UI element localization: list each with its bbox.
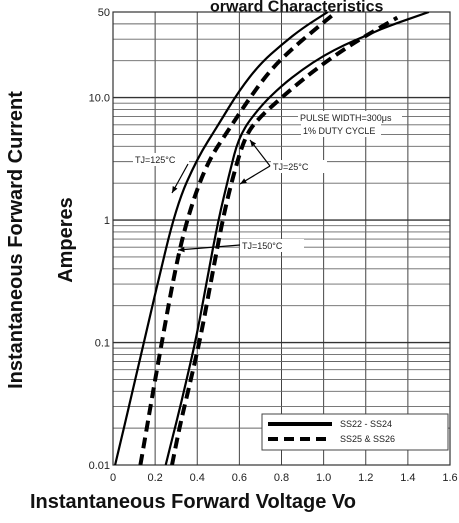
x-tick-label: 0.2: [147, 472, 162, 484]
series-layer: [114, 12, 430, 465]
x-tick-label: 1.2: [358, 472, 373, 484]
x-tick-label: 1.6: [442, 472, 457, 484]
series-line-ss22-24-0: [114, 12, 329, 465]
x-tick-label: 0.8: [274, 472, 289, 484]
y-axis-label-line2: Amperes: [55, 197, 77, 283]
annotation-pulse-width: PULSE WIDTH=300μs: [300, 113, 392, 123]
series-line-ss22-24-2: [164, 12, 430, 465]
x-axis-label: Instantaneous Forward Voltage Vo: [30, 491, 356, 513]
y-tick-label: 0.01: [89, 460, 110, 472]
legend: SS22 - SS24 SS25 & SS26: [261, 413, 449, 451]
plot-frame: [112, 11, 451, 466]
arrow-tj-150: [177, 244, 241, 251]
grid: [113, 12, 450, 465]
x-tick-label: 0.6: [232, 472, 247, 484]
top-title-fragment: orward Characteristics: [210, 0, 384, 15]
annotation-tj-125: TJ=125°C: [135, 155, 176, 165]
annotation-tj-25-bg: [271, 160, 327, 173]
y-tick-label: 0.1: [95, 338, 110, 350]
y-tick-label: 50: [98, 7, 110, 19]
annotation-duty-cycle-bg: [301, 124, 381, 137]
annotation-tj-150: TJ=150°C: [242, 241, 283, 251]
annotation-tj-125-bg: [133, 153, 189, 166]
annotation-duty-cycle: 1% DUTY CYCLE: [303, 126, 375, 136]
series-line-ss25-26-3: [170, 15, 399, 465]
y-tick-label: 1: [104, 215, 110, 227]
x-tick-label: 0: [110, 472, 116, 484]
legend-label: SS25 & SS26: [340, 434, 395, 444]
arrow-tj-125-head: [172, 186, 178, 193]
legend-box: [261, 413, 449, 451]
arrow-tj-25-b-head: [240, 178, 247, 184]
annotation-layer: PULSE WIDTH=300μs 1% DUTY CYCLE TJ=125°C TJ…: [133, 111, 449, 451]
annotation-tj-25: TJ=25°C: [273, 162, 309, 172]
x-tick-label: 1.4: [400, 472, 415, 484]
x-tick-label: 0.4: [190, 472, 205, 484]
annotation-tj-150-bg: [240, 239, 304, 252]
tick-layer: 0 0.2 0.4 0.6 0.8 1.0 1.2 1.4 1.6 0.01 0.1 1 10.0 50: [89, 7, 458, 484]
x-tick-label: 1.0: [316, 472, 331, 484]
legend-label: SS22 - SS24: [340, 419, 392, 429]
arrow-tj-150-head: [178, 246, 185, 253]
y-tick-label: 10.0: [89, 93, 110, 105]
annotation-pulse-width-bg: [298, 111, 402, 124]
series-line-ss25-26-1: [138, 12, 338, 465]
y-axis-label-line1: Instantaneous Forward Current: [5, 91, 27, 389]
arrow-tj-25-a-head: [250, 140, 257, 147]
